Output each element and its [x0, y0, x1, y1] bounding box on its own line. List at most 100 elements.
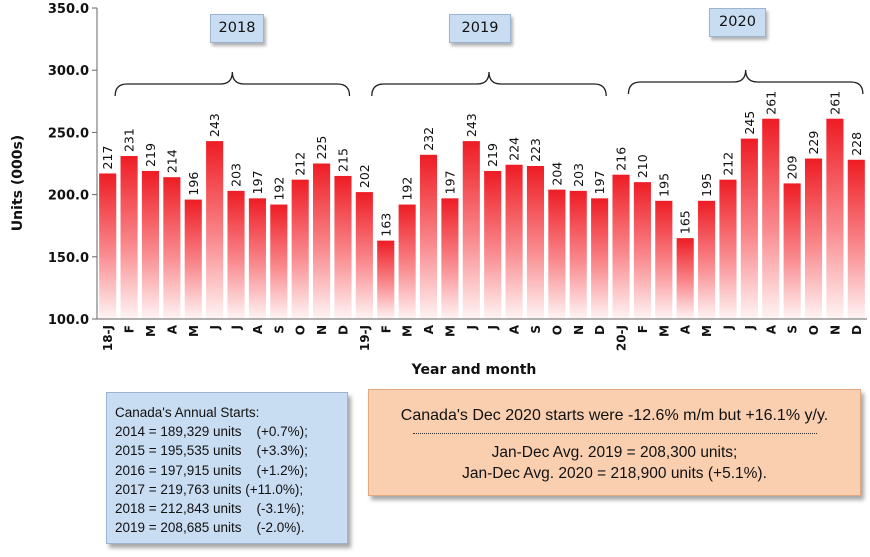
bar	[419, 154, 438, 319]
x-tick-label: F	[379, 325, 393, 333]
y-axis-title: Units (000s)	[10, 135, 26, 231]
bar-chart: 217 231 219 214 196 243 203 197 192 212 225 215 202 1…	[10, 2, 867, 378]
annual-line: 2019 = 208,685 units (-2.0%).	[115, 520, 305, 536]
summary-avg-2019: Jan-Dec Avg. 2019 = 208,300 units;	[491, 444, 738, 461]
bar-value-label: 219	[485, 143, 500, 167]
bar	[548, 189, 566, 319]
year-brace	[627, 69, 864, 95]
bar-value-label: 163	[378, 213, 393, 237]
bar-value-label: 229	[806, 131, 821, 155]
x-tick-label: J	[230, 325, 244, 330]
bar-value-label: 197	[592, 170, 607, 194]
annual-line: 2014 = 189,329 units (+0.7%);	[115, 424, 308, 440]
x-tick-label: M	[144, 325, 158, 337]
bar	[676, 238, 694, 319]
bar	[719, 179, 737, 319]
bar-value-label: 203	[229, 163, 244, 187]
x-tick-label: D	[850, 325, 864, 335]
bar-value-label: 197	[442, 170, 457, 194]
year-brace	[371, 71, 607, 97]
bar-value-label: 197	[250, 170, 265, 194]
x-axis-title: Year and month	[411, 362, 537, 378]
bar-value-label: 195	[699, 173, 714, 197]
bar-value-label: 261	[827, 91, 842, 115]
bar	[591, 198, 609, 319]
bar-value-label: 196	[186, 172, 201, 196]
x-tick-label: A	[165, 324, 179, 334]
x-tick-label: S	[529, 325, 543, 334]
bar-value-label: 232	[421, 127, 436, 151]
x-tick-label: O	[550, 325, 564, 335]
bar	[120, 156, 138, 319]
x-tick-label: M	[401, 325, 415, 337]
year-label-2018: 2018	[210, 14, 264, 43]
bar	[783, 183, 801, 319]
bar	[377, 240, 395, 319]
bar	[227, 190, 245, 319]
annual-line: 2015 = 195,535 units (+3.3%);	[115, 443, 308, 459]
bar	[355, 192, 373, 319]
year-braces	[114, 69, 864, 97]
bar	[291, 179, 309, 319]
bar	[740, 138, 758, 319]
bar	[462, 141, 480, 319]
x-tick-label: A	[679, 324, 693, 334]
bar-value-label: 243	[464, 113, 479, 137]
bar	[804, 158, 823, 319]
y-tick-label: 250.0	[48, 126, 89, 141]
annual-starts-panel: Canada's Annual Starts: 2014 = 189,329 u…	[106, 392, 348, 544]
bars-layer: 217 231 219 214 196 243 203 197 192 212 225 215 202 1…	[99, 91, 865, 319]
bar-value-label: 192	[400, 177, 415, 201]
x-tick-label: M	[700, 325, 714, 337]
bar	[698, 200, 716, 319]
summary-divider	[412, 433, 817, 434]
bar-value-label: 231	[122, 128, 137, 152]
y-tick-label: 100.0	[48, 313, 89, 328]
bar-value-label: 210	[635, 154, 650, 178]
bar	[655, 200, 673, 319]
bar	[99, 173, 117, 319]
bar	[569, 190, 587, 319]
bar	[633, 182, 651, 319]
x-tick-label: N	[572, 325, 586, 335]
x-tick-label: M	[657, 325, 671, 337]
bar	[206, 141, 224, 319]
bar-value-label: 223	[528, 138, 543, 162]
y-tick-label: 300.0	[48, 64, 89, 79]
bar-value-label: 216	[614, 147, 629, 171]
annual-starts-heading: Canada's Annual Starts:	[115, 405, 260, 420]
summary-avg-2020: Jan-Dec Avg. 2020 = 218,900 units (+5.1%…	[462, 465, 767, 482]
x-tick-label: N	[828, 325, 842, 335]
bar	[484, 170, 502, 319]
bar	[248, 198, 266, 319]
bar	[441, 198, 459, 319]
y-tick-label: 150.0	[48, 251, 89, 266]
x-tick-label: D	[593, 325, 607, 335]
bar-value-label: 204	[549, 162, 564, 186]
x-tick-label: N	[315, 325, 329, 335]
x-tick-label: O	[294, 325, 308, 335]
x-tick-label: S	[272, 325, 286, 334]
x-tick-label: J	[208, 325, 222, 330]
bar	[526, 165, 545, 319]
bar	[398, 204, 416, 319]
bar	[612, 174, 630, 319]
bar	[313, 163, 331, 319]
bar	[270, 204, 288, 319]
bar-value-label: 261	[763, 91, 778, 115]
bar	[762, 118, 780, 319]
y-tick-label: 200.0	[48, 189, 89, 204]
bar	[163, 177, 181, 319]
bar-value-label: 214	[164, 149, 179, 173]
x-tick-label: J	[721, 325, 735, 330]
x-tick-label: M	[187, 325, 201, 337]
x-tick-label: J	[743, 325, 757, 330]
x-tick-label: A	[764, 324, 778, 334]
x-tick-label: J	[465, 325, 479, 330]
x-tick-label: F	[636, 325, 650, 333]
bar-value-label: 202	[357, 164, 372, 188]
bar	[826, 118, 844, 319]
bar-value-label: 215	[335, 148, 350, 172]
x-tick-label: 20-J	[615, 325, 629, 351]
year-label-2019: 2019	[449, 14, 511, 43]
